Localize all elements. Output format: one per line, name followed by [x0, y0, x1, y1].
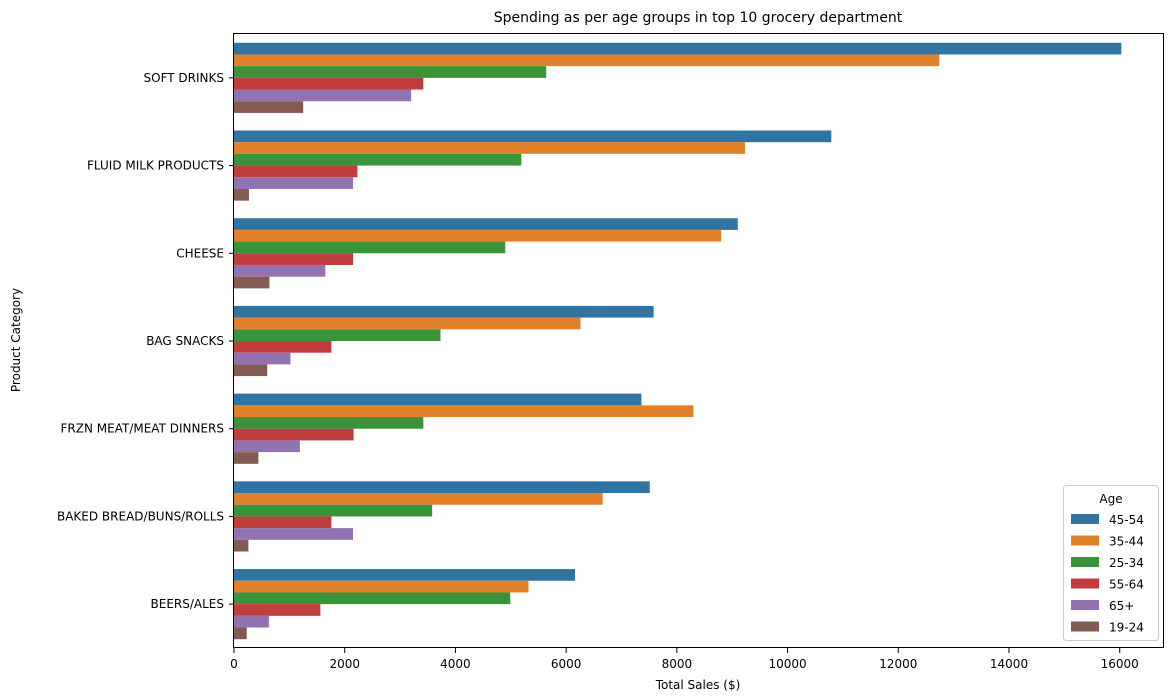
- bar-19-24-1: [234, 188, 249, 201]
- bars: [234, 42, 1122, 640]
- bar-45-54-1: [234, 130, 832, 143]
- chart-title: Spending as per age groups in top 10 gro…: [494, 10, 903, 26]
- bar-65+-4: [234, 440, 300, 453]
- bar-65+-3: [234, 352, 291, 365]
- bar-45-54-3: [234, 305, 654, 318]
- bar-35-44-2: [234, 229, 722, 242]
- bar-55-64-0: [234, 77, 424, 90]
- y-tick-label: BEERS/ALES: [151, 597, 225, 611]
- y-tick-label: FRZN MEAT/MEAT DINNERS: [61, 422, 224, 436]
- y-tick-label: CHEESE: [176, 246, 224, 260]
- bar-25-34-2: [234, 241, 506, 254]
- bar-55-64-4: [234, 428, 354, 441]
- bar-19-24-4: [234, 452, 259, 464]
- x-tick-label: 16000: [1101, 657, 1139, 671]
- x-tick-label: 8000: [662, 657, 693, 671]
- x-tick-label: 6000: [551, 657, 582, 671]
- bar-55-64-6: [234, 604, 321, 616]
- legend-label-25-34: 25-34: [1109, 556, 1144, 570]
- bar-45-54-5: [234, 481, 650, 494]
- bar-55-64-3: [234, 341, 332, 353]
- bar-25-34-4: [234, 417, 424, 429]
- legend-label-19-24: 19-24: [1109, 621, 1144, 635]
- y-tick-label: SOFT DRINKS: [144, 71, 224, 85]
- bar-35-44-5: [234, 493, 603, 505]
- legend-label-45-54: 45-54: [1109, 513, 1144, 527]
- bar-65+-5: [234, 528, 354, 540]
- legend-swatch-55-64: [1071, 578, 1099, 589]
- bar-45-54-4: [234, 393, 642, 406]
- bar-45-54-6: [234, 569, 575, 581]
- bar-19-24-3: [234, 364, 268, 377]
- bar-35-44-1: [234, 142, 745, 154]
- x-tick-label: 10000: [768, 657, 806, 671]
- plot-frame: [233, 33, 1164, 648]
- bar-65+-6: [234, 615, 269, 628]
- legend-label-55-64: 55-64: [1109, 578, 1144, 592]
- bar-25-34-3: [234, 329, 441, 341]
- bar-25-34-0: [234, 66, 547, 78]
- y-axis: SOFT DRINKS FLUID MILK PRODUCTS CHEESE BAG …: [57, 71, 234, 611]
- x-axis-label: Total Sales ($): [655, 678, 741, 692]
- legend-title: Age: [1099, 492, 1122, 506]
- legend-label-35-44: 35-44: [1109, 535, 1144, 549]
- legend: Age 45-54 35-44 25-34 55-64 65+ 19-24: [1063, 485, 1159, 641]
- legend-swatch-65+: [1071, 600, 1099, 610]
- x-tick-label: 4000: [440, 657, 471, 671]
- bar-35-44-3: [234, 317, 581, 330]
- x-tick-label: 2000: [329, 657, 360, 671]
- y-tick-label: FLUID MILK PRODUCTS: [87, 159, 224, 173]
- legend-swatch-19-24: [1071, 621, 1099, 632]
- bar-19-24-5: [234, 539, 249, 552]
- bar-25-34-6: [234, 592, 511, 605]
- bar-25-34-5: [234, 504, 433, 517]
- bar-19-24-0: [234, 101, 304, 113]
- y-tick-label: BAG SNACKS: [146, 334, 224, 348]
- bar-19-24-2: [234, 276, 270, 289]
- x-tick-label: 12000: [879, 657, 917, 671]
- bar-55-64-5: [234, 516, 332, 529]
- bar-65+-0: [234, 89, 412, 102]
- bar-65+-1: [234, 177, 354, 189]
- y-axis-label: Product Category: [9, 288, 23, 392]
- y-tick-label: BAKED BREAD/BUNS/ROLLS: [57, 509, 224, 523]
- bar-65+-2: [234, 264, 326, 277]
- bar-45-54-0: [234, 42, 1122, 55]
- x-tick-label: 14000: [990, 657, 1028, 671]
- bar-35-44-0: [234, 54, 940, 67]
- legend-swatch-35-44: [1071, 535, 1099, 546]
- bar-55-64-2: [234, 253, 354, 265]
- bar-55-64-1: [234, 165, 358, 178]
- legend-swatch-45-54: [1071, 514, 1099, 524]
- x-axis: 0 2000 4000 6000 8000 10000 12000 14000 16000: [230, 648, 1139, 671]
- legend-label-65+: 65+: [1109, 599, 1134, 613]
- bar-19-24-6: [234, 627, 247, 640]
- bar-45-54-2: [234, 218, 738, 230]
- legend-swatch-25-34: [1071, 557, 1099, 567]
- bar-25-34-1: [234, 153, 522, 166]
- bar-35-44-6: [234, 580, 529, 593]
- bar-35-44-4: [234, 405, 694, 418]
- x-tick-label: 0: [230, 657, 238, 671]
